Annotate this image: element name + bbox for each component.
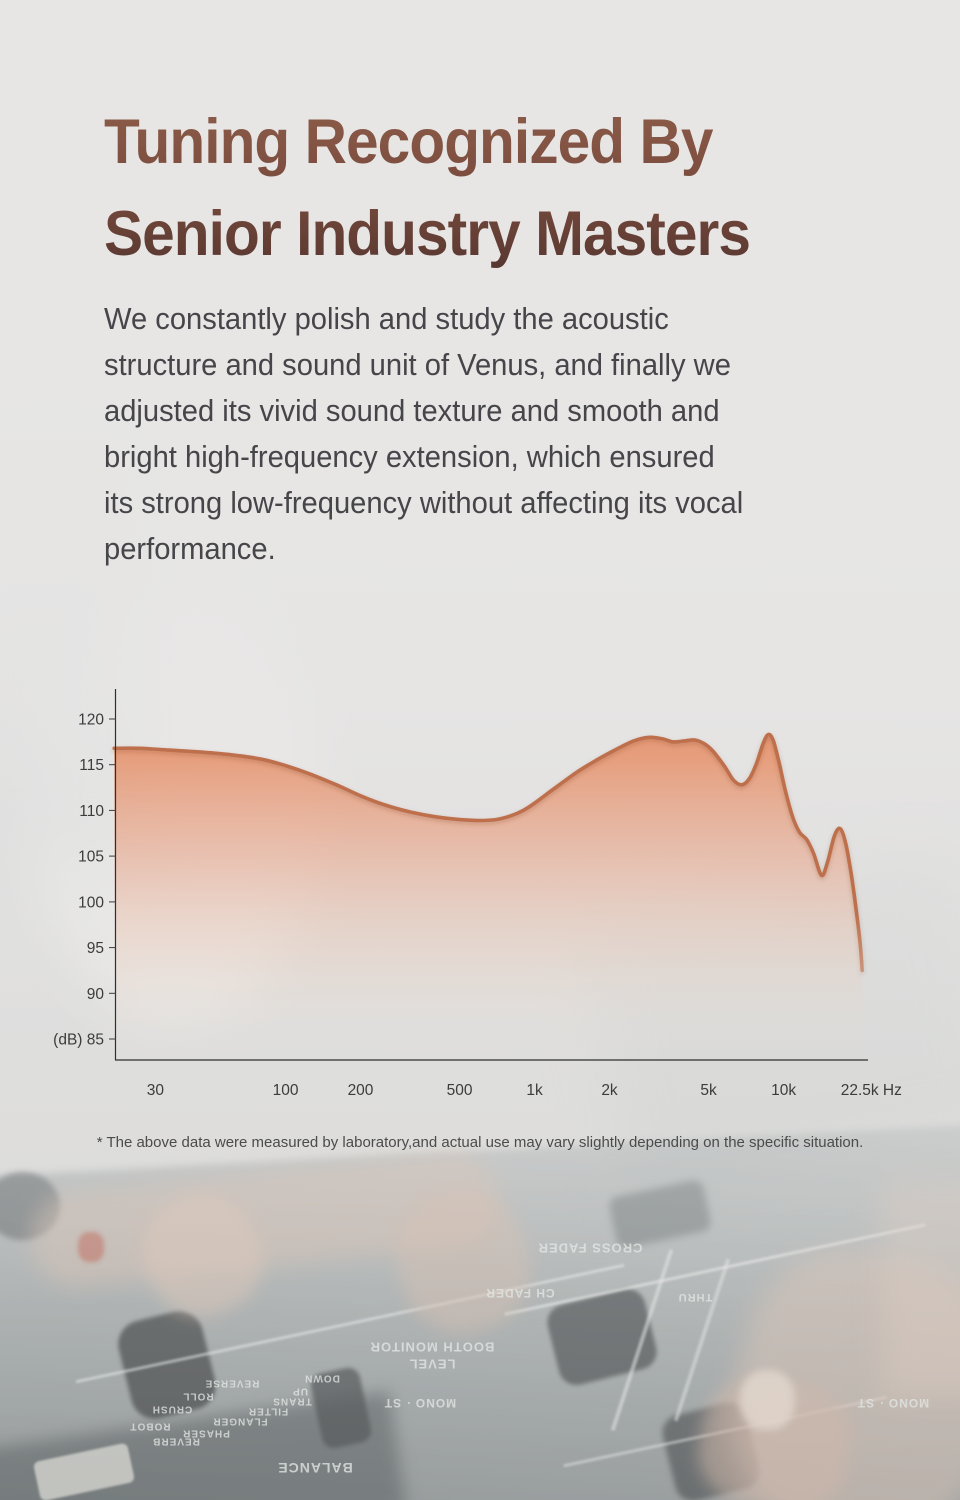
measurement-disclaimer: * The above data were measured by labora…	[96, 1134, 864, 1151]
page-title: Tuning Recognized By Senior Industry Mas…	[104, 96, 751, 280]
y-tick-label: (dB) 85	[53, 1032, 104, 1049]
y-tick-label: 110	[79, 803, 104, 820]
y-tick-label: 100	[78, 894, 104, 911]
intro-paragraph: We constantly polish and study the acous…	[104, 301, 744, 566]
y-tick-label: 115	[79, 757, 104, 774]
x-tick-label: 2k	[601, 1082, 618, 1099]
x-tick-label: 1k	[526, 1082, 543, 1099]
x-tick-label: 500	[447, 1082, 473, 1099]
y-tick-label: 120	[78, 712, 104, 729]
response-fill	[114, 734, 863, 1060]
x-tick-label: 200	[348, 1082, 374, 1099]
x-tick-label: 22.5k Hz	[841, 1082, 902, 1099]
x-tick-label: 5k	[700, 1082, 717, 1099]
x-tick-label: 30	[147, 1082, 165, 1099]
y-tick-label: 90	[87, 986, 105, 1003]
y-tick-label: 95	[87, 940, 104, 957]
x-tick-label: 10k	[771, 1082, 796, 1099]
response-curve	[112, 732, 864, 973]
x-tick-label: 100	[273, 1082, 299, 1099]
frequency-response-svg: 120 115 110 105 100 95 90 (dB) 85 30 100 200 500 1k…	[53, 689, 902, 1099]
y-tick-label: 105	[78, 849, 104, 866]
frequency-response-chart: 120 115 110 105 100 95 90 (dB) 85 30 100 200 500 1k…	[0, 660, 960, 1130]
